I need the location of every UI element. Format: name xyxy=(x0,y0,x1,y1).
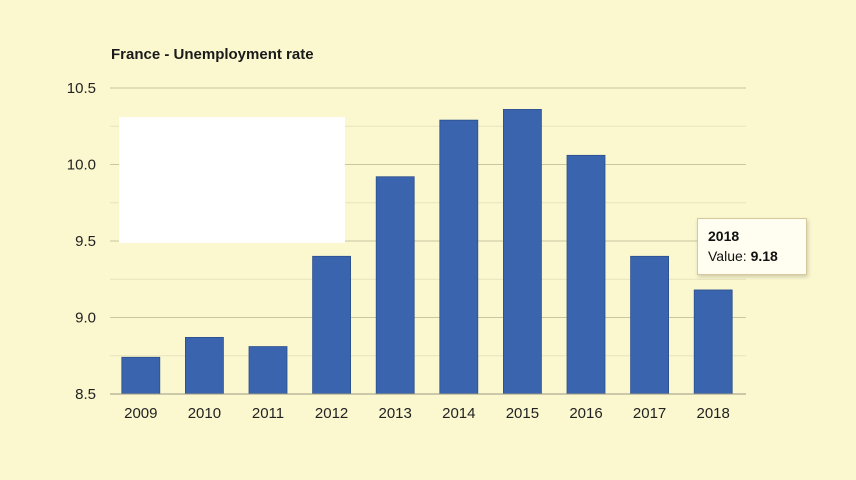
tooltip-value-line: Value: 9.18 xyxy=(708,246,796,266)
x-tick-label: 2011 xyxy=(252,405,284,422)
bar-2016[interactable] xyxy=(566,154,606,395)
bar-2015[interactable] xyxy=(502,109,542,395)
x-tick-label: 2010 xyxy=(188,405,221,422)
x-tick-label: 2013 xyxy=(379,405,412,422)
x-tick-label: 2016 xyxy=(569,405,602,422)
tooltip-title: 2018 xyxy=(708,228,740,244)
bar-tooltip: 2018 Value: 9.18 xyxy=(697,218,807,275)
chart-title: France - Unemployment rate xyxy=(111,46,314,63)
bar-2010[interactable] xyxy=(184,336,224,395)
bar-2011[interactable] xyxy=(248,346,288,395)
x-tick-label: 2012 xyxy=(315,405,348,422)
bar-2018[interactable] xyxy=(693,289,733,395)
tooltip-value-label: Value: xyxy=(708,248,747,264)
x-axis-ticks: 2009 2010 2011 2012 2013 2014 2015 2016 2017 2018 xyxy=(124,405,730,422)
x-tick-label: 2017 xyxy=(633,405,666,422)
x-tick-label: 2014 xyxy=(442,405,475,422)
bar-2012[interactable] xyxy=(312,255,352,395)
y-tick-label: 8.5 xyxy=(75,386,96,403)
y-tick-label: 10.5 xyxy=(67,80,96,97)
legend-placeholder xyxy=(119,117,345,243)
bar-2014[interactable] xyxy=(439,119,479,395)
x-tick-label: 2018 xyxy=(697,405,730,422)
y-axis-ticks: 10.5 10.0 9.5 9.0 8.5 xyxy=(67,80,96,403)
x-tick-label: 2015 xyxy=(506,405,539,422)
tooltip-value: 9.18 xyxy=(750,248,778,264)
bars xyxy=(121,109,733,395)
bar-2013[interactable] xyxy=(375,176,415,395)
bar-2009[interactable] xyxy=(121,356,161,395)
y-tick-label: 9.5 xyxy=(75,233,96,250)
x-tick-label: 2009 xyxy=(124,405,157,422)
y-tick-label: 9.0 xyxy=(75,310,96,327)
bar-2017[interactable] xyxy=(630,255,669,395)
y-tick-label: 10.0 xyxy=(67,157,96,174)
